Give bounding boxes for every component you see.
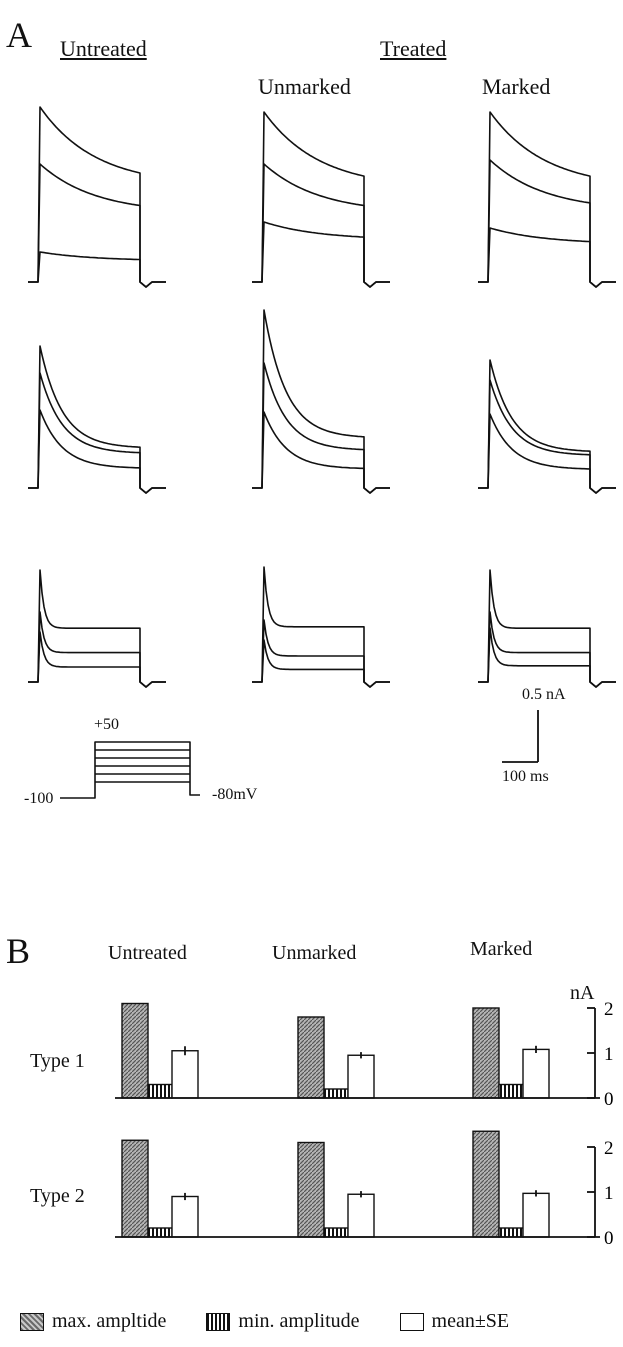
current-trace [252, 566, 390, 688]
max-bar [472, 1007, 500, 1099]
row-type-1: Type 1 [30, 1050, 85, 1072]
legend-mean-label: mean±SE [431, 1310, 510, 1332]
mean-bar [171, 1195, 199, 1238]
current-trace [252, 362, 390, 494]
unmarked-subheader: Unmarked [258, 74, 351, 99]
protocol-holding-voltage: -100 [24, 790, 54, 807]
col-unmarked: Unmarked [272, 942, 357, 964]
col-marked: Marked [470, 938, 533, 960]
treated-header: Treated [380, 36, 447, 61]
max-bar [297, 1016, 325, 1099]
mean-bar [347, 1193, 375, 1238]
legend-mean: mean±SE [399, 1310, 510, 1333]
panel-b-letter: B [6, 931, 31, 971]
min-bar [323, 1227, 349, 1238]
y-tick-label: 0 [604, 1228, 614, 1249]
min-bar [323, 1088, 349, 1099]
min-bar [147, 1083, 173, 1099]
current-trace [252, 163, 390, 288]
y-tick-label: 1 [604, 1044, 614, 1065]
current-trace [28, 163, 166, 288]
y-tick-label: 2 [604, 999, 614, 1020]
marked-subheader: Marked [482, 74, 551, 99]
scale-bar [502, 710, 539, 763]
row-type-2: Type 2 [30, 1185, 85, 1207]
protocol-return-voltage: -80mV [212, 786, 258, 803]
mean-bar [522, 1192, 550, 1238]
scale-current-label: 0.5 nA [522, 686, 566, 703]
legend-min: min. amplitude [206, 1310, 360, 1333]
current-trace [252, 309, 390, 494]
current-traces [28, 106, 616, 688]
current-trace [252, 619, 390, 688]
min-bar [498, 1227, 524, 1238]
legend-max-swatch [20, 1312, 44, 1331]
current-trace [28, 372, 166, 494]
max-bar [472, 1130, 500, 1238]
right-axes: 0 1 2 0 1 2 [115, 999, 614, 1249]
y-tick-label: 1 [604, 1183, 614, 1204]
bar-groups [121, 1002, 550, 1238]
protocol-top-voltage: +50 [94, 716, 120, 733]
current-trace [252, 411, 390, 494]
current-trace [252, 221, 390, 288]
current-trace [478, 627, 616, 688]
current-trace [478, 379, 616, 494]
legend: max. ampltide min. amplitude mean±SE [20, 1310, 509, 1333]
untreated-header: Untreated [60, 36, 147, 61]
scale-time-label: 100 ms [502, 768, 549, 785]
current-trace [478, 413, 616, 494]
panel-a-letter: A [6, 15, 32, 55]
max-bar [121, 1139, 149, 1238]
current-trace [478, 569, 616, 688]
current-trace [28, 611, 166, 688]
voltage-protocol-diagram [60, 741, 200, 799]
min-bar [498, 1083, 524, 1099]
y-tick-label: 2 [604, 1138, 614, 1159]
mean-bar [522, 1048, 550, 1099]
current-trace [252, 639, 390, 688]
legend-min-label: min. amplitude [238, 1310, 360, 1332]
current-trace [478, 159, 616, 288]
current-trace [28, 251, 166, 288]
mean-bar [347, 1054, 375, 1099]
max-bar [297, 1141, 325, 1238]
current-trace [478, 111, 616, 288]
current-trace [478, 227, 616, 288]
unit-label: nA [570, 982, 595, 1004]
current-traces-figure [28, 106, 616, 799]
min-bar [147, 1227, 173, 1238]
max-bar [121, 1002, 149, 1099]
legend-max-label: max. ampltide [52, 1310, 167, 1332]
current-trace [478, 611, 616, 688]
current-trace [28, 409, 166, 494]
current-trace [252, 111, 390, 288]
current-trace [28, 631, 166, 688]
legend-min-swatch [206, 1312, 231, 1331]
current-trace [478, 359, 616, 494]
legend-mean-swatch [399, 1312, 424, 1331]
col-untreated: Untreated [108, 942, 187, 964]
current-trace [28, 345, 166, 494]
y-tick-label: 0 [604, 1089, 614, 1110]
current-trace [28, 569, 166, 688]
current-trace [28, 106, 166, 288]
mean-bar [171, 1050, 199, 1099]
legend-max: max. ampltide [20, 1310, 166, 1333]
protocol-step-outline [60, 741, 200, 799]
